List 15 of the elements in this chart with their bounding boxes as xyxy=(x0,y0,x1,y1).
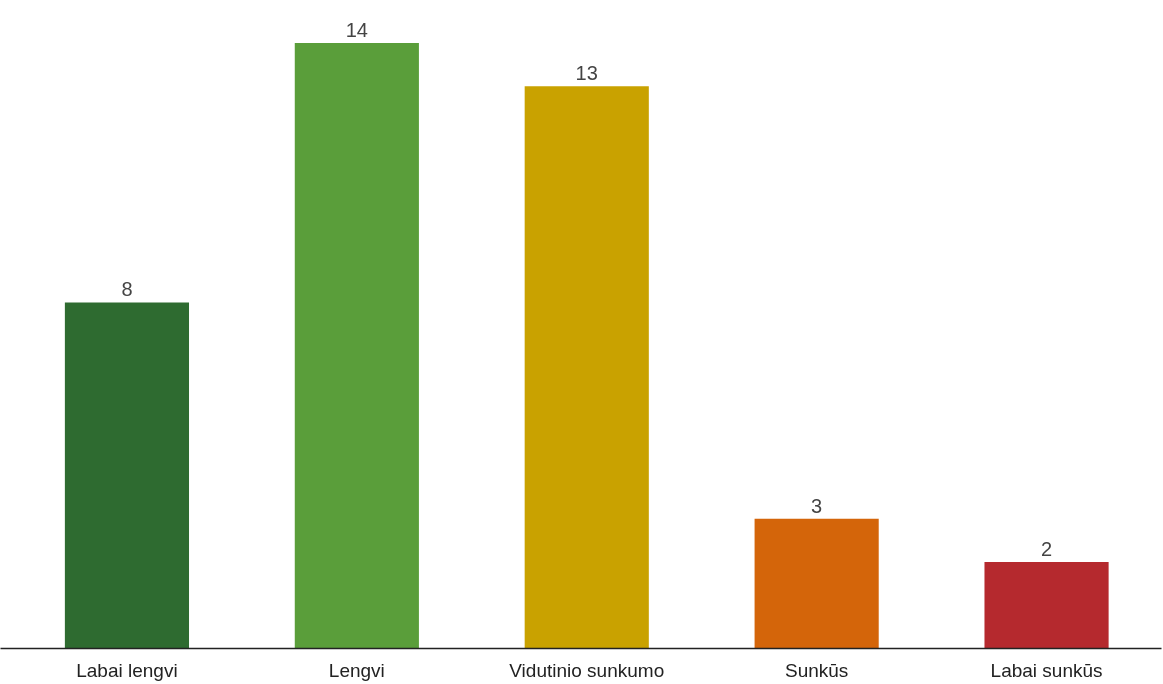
bar xyxy=(524,86,649,649)
data-label: 8 xyxy=(121,278,133,301)
data-label: 14 xyxy=(345,18,368,41)
data-label: 3 xyxy=(811,494,823,517)
x-tick-label: Labai sunkūs xyxy=(990,659,1103,681)
x-tick-label: Lengvi xyxy=(328,659,385,681)
bar xyxy=(294,42,419,649)
data-label: 2 xyxy=(1040,537,1053,560)
x-tick-label: Vidutinio sunkumo xyxy=(509,659,665,681)
x-tick-label: Labai lengvi xyxy=(76,659,178,681)
bar xyxy=(754,518,879,649)
bar xyxy=(984,561,1109,649)
data-label: 13 xyxy=(575,62,598,85)
bar xyxy=(64,302,190,649)
x-tick-label: Sunkūs xyxy=(784,659,849,681)
